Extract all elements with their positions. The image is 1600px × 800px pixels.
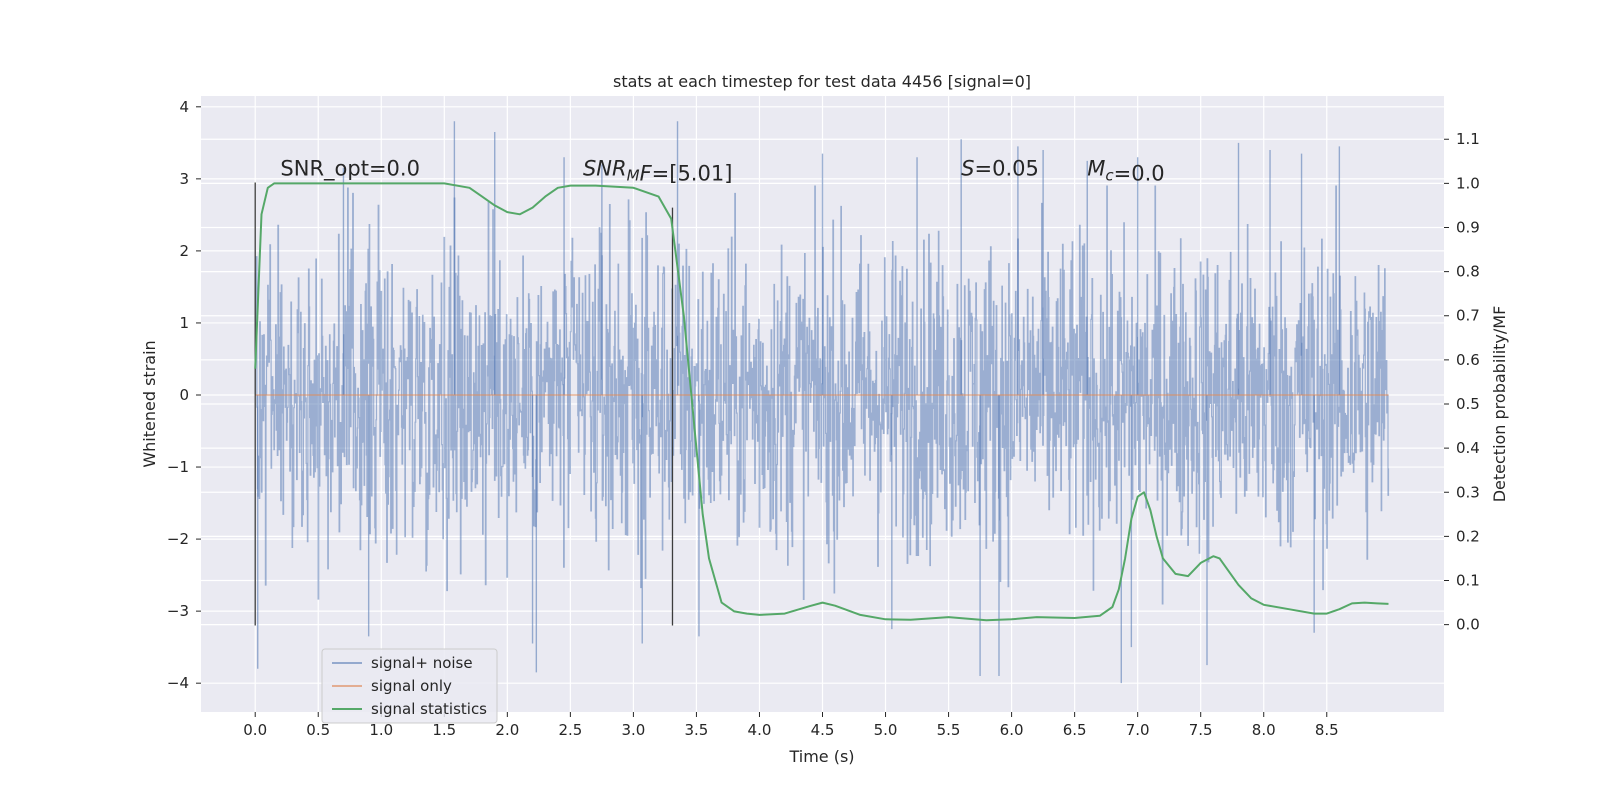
legend: signal+ noise signal only signal statistic… <box>321 648 498 724</box>
y2-tick-label: 0.0 <box>1456 616 1480 634</box>
series-signal-noise <box>254 121 1390 684</box>
y-tick-label: 2 <box>179 242 189 260</box>
x-tick-label: 8.5 <box>1315 721 1339 739</box>
legend-box <box>321 648 498 724</box>
x-axis-ticks: 0.0 0.5 1.0 1.5 2.0 2.5 3.0 3.5 4.0 4.5 5.0 5.5 6.0 6… <box>243 712 1339 739</box>
y2-tick-label: 0.9 <box>1456 218 1480 236</box>
legend-label: signal statistics <box>371 700 487 718</box>
y-tick-label: 3 <box>179 170 189 188</box>
y-tick-label: −2 <box>167 530 189 548</box>
x-axis-label: Time (s) <box>788 747 854 766</box>
x-tick-label: 1.5 <box>432 721 456 739</box>
x-tick-label: 4.5 <box>811 721 835 739</box>
y2-tick-label: 0.4 <box>1456 439 1480 457</box>
x-tick-label: 5.5 <box>937 721 961 739</box>
y-tick-label: 1 <box>179 314 189 332</box>
y-tick-label: 0 <box>179 386 189 404</box>
series-signal-statistics <box>254 182 1389 622</box>
y-tick-label: −1 <box>167 458 189 476</box>
x-tick-label: 3.5 <box>685 721 709 739</box>
y2-tick-label: 0.7 <box>1456 307 1480 325</box>
legend-label: signal only <box>371 677 452 695</box>
x-tick-label: 2.0 <box>495 721 519 739</box>
y2-tick-label: 0.5 <box>1456 395 1480 413</box>
annotation-text: SNR_opt=0.0 <box>280 156 420 181</box>
y-axis-label: Whitened strain <box>140 340 159 467</box>
y2-axis-label: Detection probability/MF <box>1490 306 1509 503</box>
legend-label: signal+ noise <box>371 654 473 672</box>
x-tick-label: 3.0 <box>621 721 645 739</box>
x-tick-label: 4.0 <box>748 721 772 739</box>
annotation-text: S=0.05 <box>961 156 1039 180</box>
y2-tick-label: 0.2 <box>1456 527 1480 545</box>
y2-tick-label: 1.0 <box>1456 174 1480 192</box>
annotations: SNR_opt=0.0 SNRMF=[5.01] S=0.05 Mc=0.0 <box>280 156 1164 185</box>
y-tick-label: −3 <box>167 602 189 620</box>
signal-statistics-line <box>254 182 1389 622</box>
y-tick-label: −4 <box>167 674 189 692</box>
y2-tick-label: 0.3 <box>1456 483 1480 501</box>
x-tick-label: 2.5 <box>558 721 582 739</box>
y-axis-ticks: −4 −3 −2 −1 0 1 2 3 4 <box>167 98 201 692</box>
y2-tick-label: 0.8 <box>1456 263 1480 281</box>
x-tick-label: 0.0 <box>243 721 267 739</box>
y2-tick-label: 1.1 <box>1456 130 1480 148</box>
x-tick-label: 6.0 <box>1000 721 1024 739</box>
x-tick-label: 7.0 <box>1126 721 1150 739</box>
annotation-text: Mc=0.0 <box>1087 156 1164 185</box>
chart-title: stats at each timestep for test data 445… <box>613 72 1031 91</box>
y2-tick-label: 0.6 <box>1456 351 1480 369</box>
annotation-text: SNRMF=[5.01] <box>583 156 732 185</box>
x-tick-label: 8.0 <box>1252 721 1276 739</box>
x-tick-label: 6.5 <box>1063 721 1087 739</box>
x-tick-label: 7.5 <box>1189 721 1213 739</box>
y2-tick-label: 0.1 <box>1456 572 1480 590</box>
y-tick-label: 4 <box>179 98 189 116</box>
x-tick-label: 1.0 <box>369 721 393 739</box>
vertical-markers <box>254 182 674 626</box>
x-tick-label: 5.0 <box>874 721 898 739</box>
y2-axis-ticks: 0.0 0.1 0.2 0.3 0.4 0.5 0.6 0.7 0.8 0.9 1.0 1.1 <box>1444 130 1480 634</box>
x-tick-label: 0.5 <box>306 721 330 739</box>
